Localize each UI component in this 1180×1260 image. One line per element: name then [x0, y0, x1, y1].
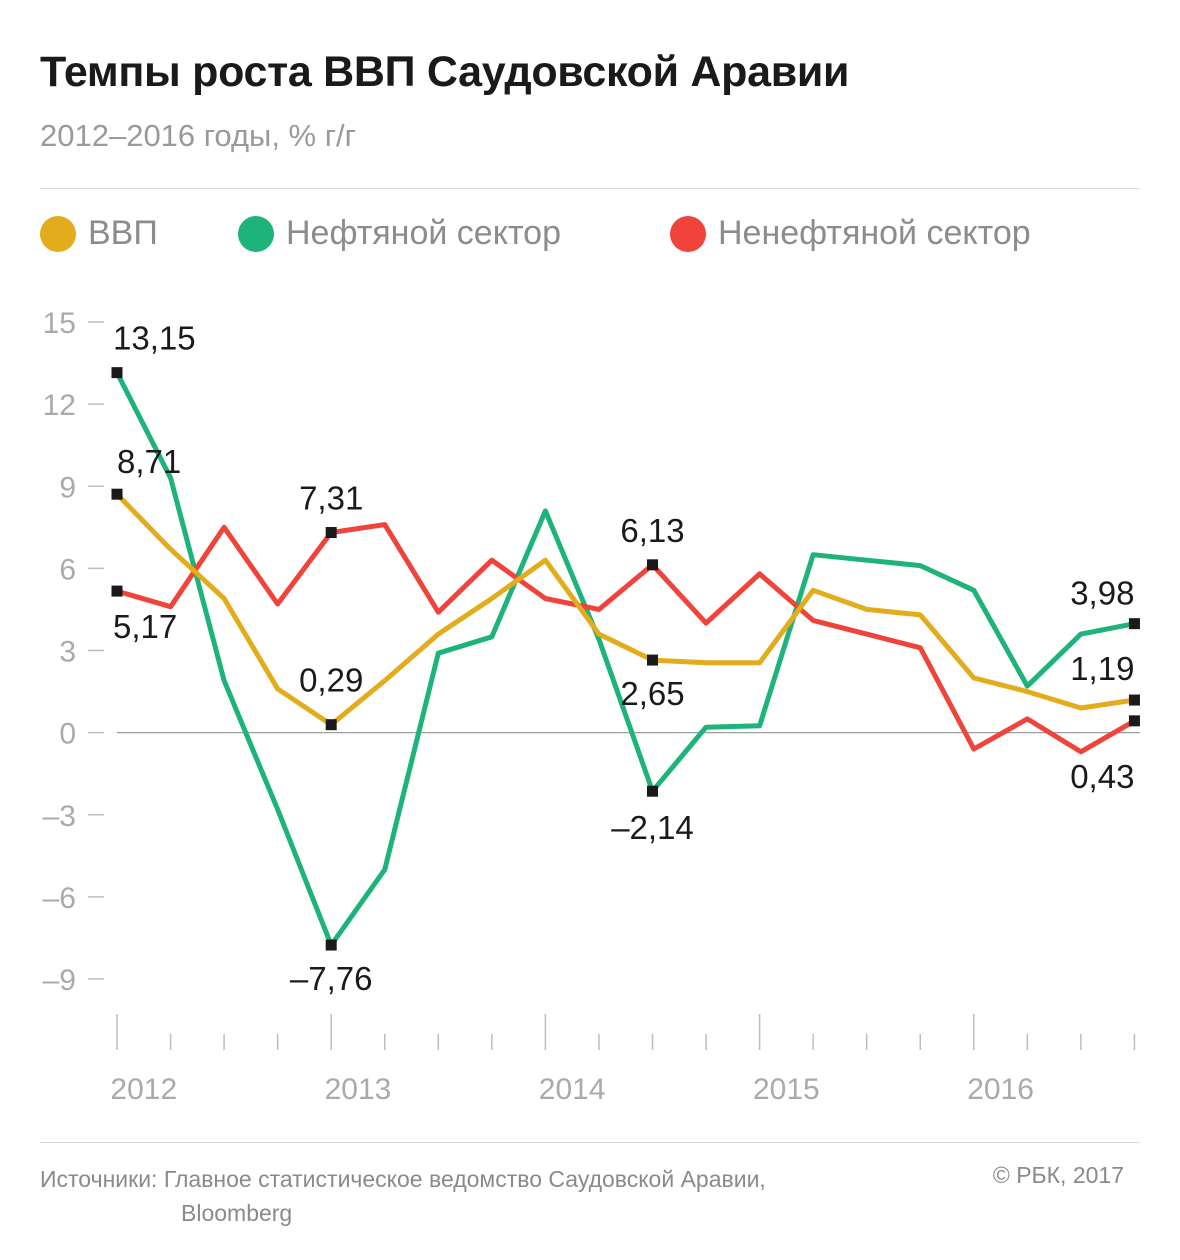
data-point-marker: [111, 488, 123, 500]
legend-swatch-non-oil: [670, 215, 706, 252]
top-divider: [40, 188, 1140, 189]
legend-label-oil: Нефтяной сектор: [286, 214, 561, 252]
x-tick-label: 2013: [325, 1073, 392, 1106]
data-label: 0,29: [299, 662, 363, 699]
copyright: © РБК, 2017: [992, 1162, 1124, 1188]
sources: Источники: Главное статистическое ведомс…: [40, 1162, 766, 1230]
chart-subtitle: 2012–2016 годы, % г/г: [40, 118, 356, 153]
data-point-marker: [325, 719, 337, 731]
y-tick-label: –9: [43, 964, 76, 997]
y-tick-label: 15: [43, 307, 76, 340]
oil-sector-line: [114, 370, 1137, 948]
legend-label-non-oil: Ненефтяной сектор: [718, 214, 1031, 252]
data-point-marker: [325, 939, 337, 951]
legend-swatch-oil: [238, 215, 274, 252]
y-tick-label: 3: [59, 636, 76, 669]
legend-item-gdp: ВВП: [40, 214, 158, 253]
legend-item-oil: Нефтяной сектор: [238, 214, 561, 253]
x-tick-label: 2012: [110, 1073, 177, 1106]
data-label: 13,15: [113, 320, 196, 357]
data-label: 1,19: [1070, 650, 1134, 687]
chart-title: Темпы роста ВВП Саудовской Аравии: [40, 48, 850, 96]
y-tick-label: 6: [59, 553, 76, 586]
x-tick-label: 2014: [539, 1073, 606, 1106]
data-point-marker: [647, 785, 658, 797]
data-label: 7,31: [299, 480, 363, 517]
data-label: 5,17: [113, 608, 177, 645]
y-tick-label: –6: [43, 882, 76, 915]
legend-item-non-oil: Ненефтяной сектор: [670, 214, 1031, 253]
legend-swatch-gdp: [40, 215, 76, 252]
data-label: 2,65: [620, 675, 684, 712]
data-point-marker: [111, 367, 123, 379]
data-point-marker: [1128, 694, 1140, 706]
data-label: 8,71: [117, 443, 181, 480]
data-label: 6,13: [620, 512, 684, 549]
sources-line-2: Bloomberg: [181, 1200, 293, 1226]
y-tick-label: 9: [59, 471, 76, 504]
data-point-marker: [111, 585, 123, 597]
sources-line-1: Источники: Главное статистическое ведомс…: [40, 1166, 766, 1192]
x-tick-label: 2016: [967, 1073, 1034, 1106]
y-tick-label: 0: [59, 718, 76, 751]
data-label: –2,14: [611, 809, 694, 846]
legend-label-gdp: ВВП: [88, 214, 158, 252]
y-tick-label: –3: [43, 800, 76, 833]
data-point-marker: [647, 559, 658, 571]
data-point-marker: [325, 527, 337, 539]
data-point-marker: [1128, 618, 1140, 630]
bottom-divider: [40, 1142, 1140, 1143]
data-label: 3,98: [1070, 575, 1134, 612]
data-label: –7,76: [290, 960, 373, 997]
y-tick-label: 12: [43, 389, 76, 422]
non-oil-sector-line: [114, 522, 1137, 755]
data-point-marker: [1128, 715, 1140, 727]
line-chart: 15 12 9 6 3 0 –3 –6 –9 2012 2013 2014 2015 2016 8,71 0,…: [43, 307, 1140, 1106]
gdp-line: [114, 491, 1137, 728]
data-point-marker: [647, 654, 658, 666]
data-label: 0,43: [1070, 758, 1134, 795]
x-tick-label: 2015: [753, 1073, 820, 1106]
